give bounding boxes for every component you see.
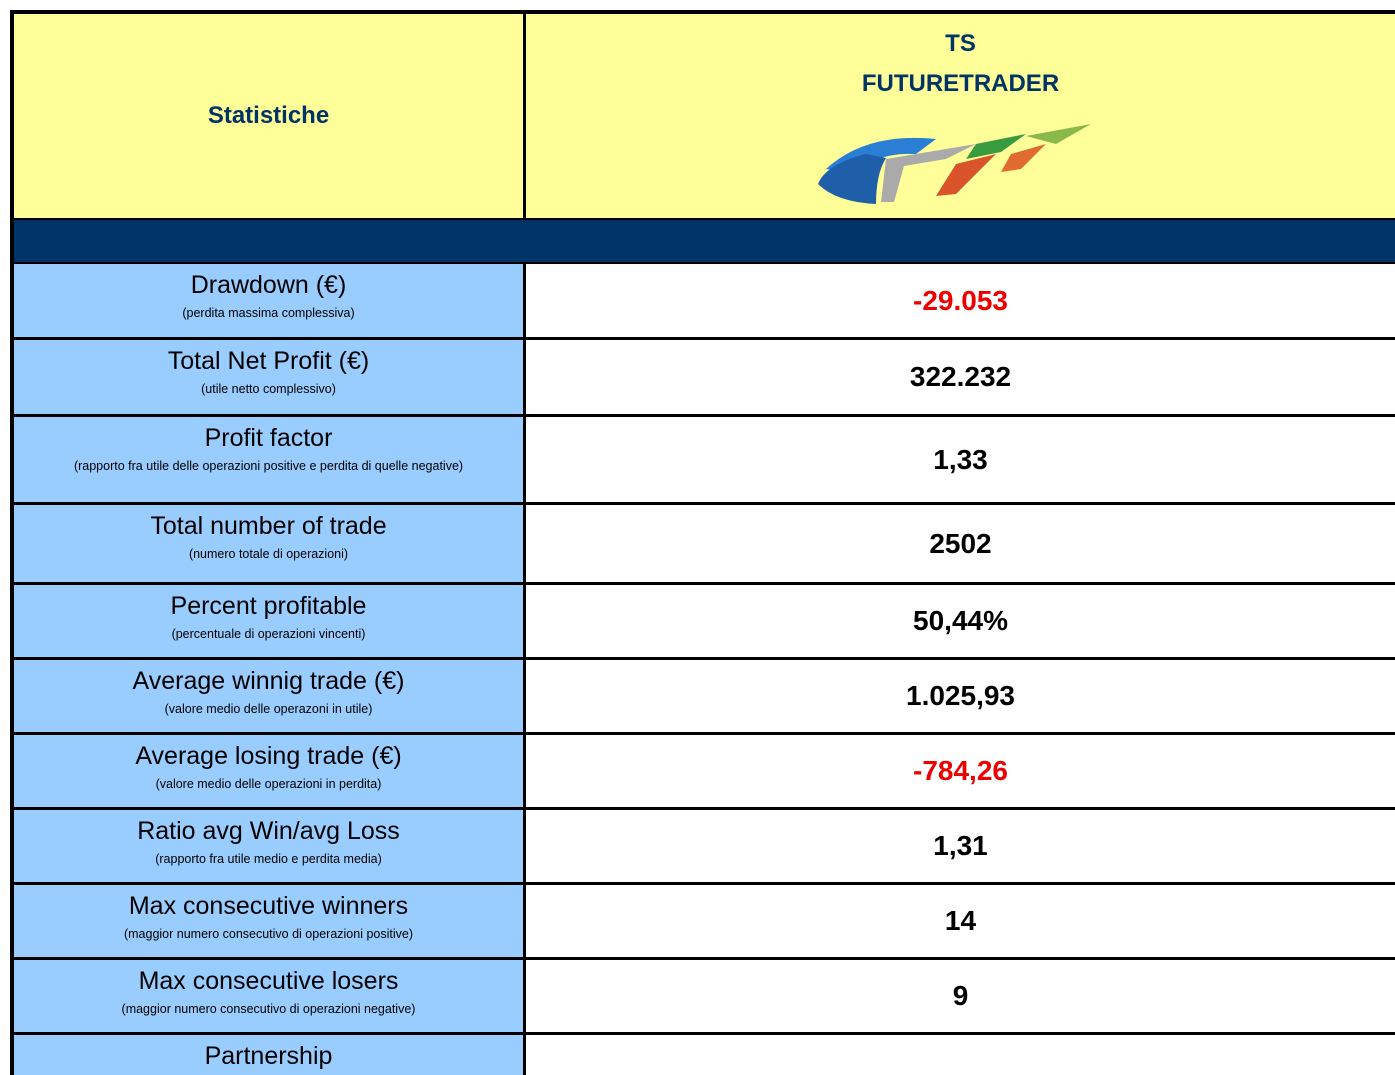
row-value: 1.025,93 bbox=[906, 680, 1015, 711]
row-note: (utile netto complessivo) bbox=[201, 382, 336, 396]
row-label-cell: Partnership bbox=[10, 1035, 526, 1075]
row-value: -29.053 bbox=[913, 284, 1008, 316]
header-left: Statistiche bbox=[10, 10, 526, 220]
logo-orange2 bbox=[1001, 144, 1046, 172]
row-value-cell: 9 bbox=[526, 960, 1395, 1035]
row-label: Ratio avg Win/avg Loss bbox=[137, 817, 400, 845]
row-label-cell: Profit factor (rapporto fra utile delle o… bbox=[10, 417, 526, 505]
row-label: Average losing trade (€) bbox=[135, 742, 402, 770]
row-note: (maggior numero consecutivo di operazion… bbox=[121, 1002, 416, 1016]
row-label: Total number of trade bbox=[150, 512, 387, 540]
row-value-cell: 14 bbox=[526, 885, 1395, 960]
row-label-cell: Max consecutive winners (maggior numero c… bbox=[10, 885, 526, 960]
row-label-cell: Percent profitable (percentuale di operaz… bbox=[10, 585, 526, 660]
row-label-cell: Ratio avg Win/avg Loss (rapporto fra util… bbox=[10, 810, 526, 885]
row-label: Max consecutive losers bbox=[138, 967, 399, 995]
row-value-cell bbox=[526, 1035, 1395, 1075]
row-label-cell: Max consecutive losers (maggior numero co… bbox=[10, 960, 526, 1035]
row-value-cell: 1,33 bbox=[526, 417, 1395, 505]
row-value: 1,31 bbox=[933, 830, 988, 861]
row-label: Max consecutive winners bbox=[128, 892, 409, 920]
row-label: Partnership bbox=[204, 1042, 333, 1070]
brand-line: TS bbox=[945, 30, 976, 57]
brand-line: FUTURETRADER bbox=[861, 70, 1060, 97]
logo-green bbox=[966, 134, 1026, 159]
row-label-cell: Average losing trade (€) (valore medio de… bbox=[10, 735, 526, 810]
row-value-cell: -29.053 bbox=[526, 264, 1395, 340]
row-value: 2502 bbox=[929, 527, 992, 559]
logo-orange bbox=[936, 154, 996, 196]
row-label: Drawdown (€) bbox=[190, 271, 347, 299]
row-value-cell: 1,31 bbox=[526, 810, 1395, 885]
row-value: -784,26 bbox=[913, 755, 1008, 786]
row-value: 1,33 bbox=[933, 443, 988, 475]
logo bbox=[818, 124, 1091, 204]
row-value-cell: 2502 bbox=[526, 505, 1395, 585]
logo-green-light bbox=[1026, 124, 1091, 144]
row-note: (valore medio delle operazioni in perdit… bbox=[155, 777, 382, 791]
row-label-cell: Average winnig trade (€) (valore medio de… bbox=[10, 660, 526, 735]
row-value-cell: 50,44% bbox=[526, 585, 1395, 660]
row-note: (perdita massima complessiva) bbox=[182, 306, 355, 320]
row-label: Average winnig trade (€) bbox=[132, 667, 405, 695]
logo-blue-dark bbox=[818, 154, 886, 204]
brand: TS FUTURETRADER bbox=[526, 24, 1395, 104]
row-note: (rapporto fra utile medio e perdita medi… bbox=[155, 852, 382, 866]
row-label: Total Net Profit (€) bbox=[167, 347, 370, 375]
row-value: 322.232 bbox=[909, 361, 1012, 392]
row-value: 9 bbox=[952, 980, 969, 1011]
header-right: TS FUTURETRADER bbox=[526, 10, 1395, 220]
row-value-cell: 1.025,93 bbox=[526, 660, 1395, 735]
row-label-cell: Total Net Profit (€) (utile netto comples… bbox=[10, 340, 526, 417]
row-label: Percent profitable bbox=[170, 592, 367, 620]
row-note: (rapporto fra utile delle operazioni pos… bbox=[73, 459, 464, 473]
row-value: 50,44% bbox=[913, 605, 1008, 636]
row-label: Profit factor bbox=[204, 424, 333, 452]
row-label-cell: Total number of trade (numero totale di o… bbox=[10, 505, 526, 585]
row-label-cell: Drawdown (€) (perdita massima complessiva… bbox=[10, 264, 526, 340]
row-note: (valore medio delle operazoni in utile) bbox=[164, 702, 373, 716]
row-value-cell: -784,26 bbox=[526, 735, 1395, 810]
header-title: Statistiche bbox=[207, 102, 330, 129]
separator-band bbox=[10, 218, 1395, 264]
row-note: (numero totale di operazioni) bbox=[188, 547, 349, 561]
row-note: (maggior numero consecutivo di operazion… bbox=[123, 927, 414, 941]
row-note: (percentuale di operazioni vincenti) bbox=[171, 627, 366, 641]
row-value: 14 bbox=[944, 905, 977, 936]
row-value-cell: 322.232 bbox=[526, 340, 1395, 417]
logo-gray bbox=[881, 144, 976, 202]
